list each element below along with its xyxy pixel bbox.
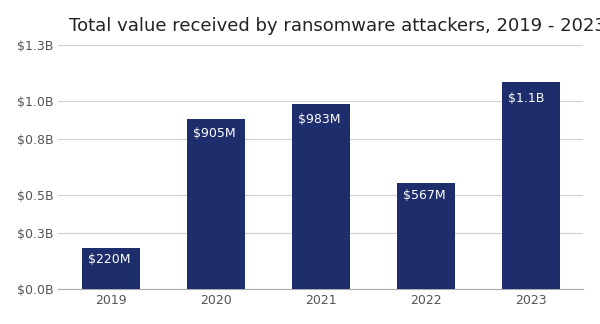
Text: $567M: $567M	[403, 189, 446, 202]
Bar	[82, 248, 140, 289]
Bar	[397, 183, 455, 289]
Text: $905M: $905M	[193, 127, 236, 140]
Bar	[502, 82, 560, 289]
Bar	[187, 119, 245, 289]
Text: Total value received by ransomware attackers, 2019 - 2023: Total value received by ransomware attac…	[68, 17, 600, 35]
Text: $220M: $220M	[88, 253, 131, 266]
Bar	[292, 104, 350, 289]
Text: $983M: $983M	[298, 113, 341, 126]
Text: $1.1B: $1.1B	[508, 92, 545, 105]
